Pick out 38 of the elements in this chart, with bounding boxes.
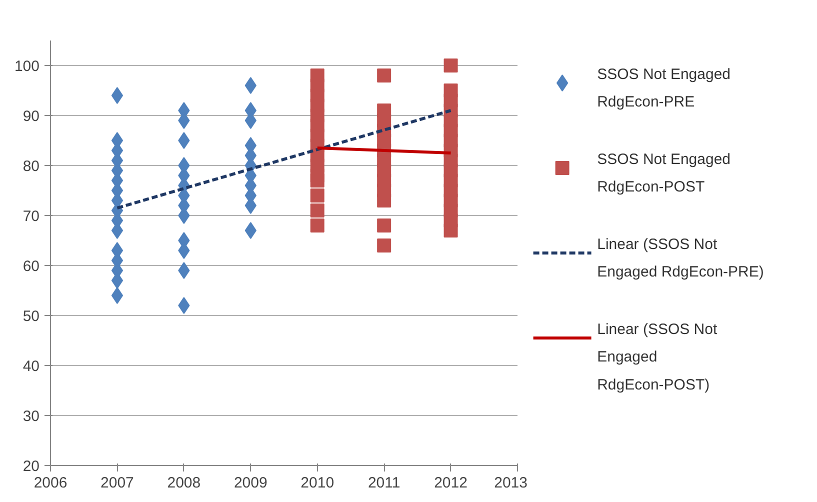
point <box>310 188 324 202</box>
point <box>310 174 324 188</box>
point <box>310 218 324 232</box>
point <box>377 238 392 252</box>
point <box>244 222 256 239</box>
point <box>377 194 392 208</box>
y-tick-label: 20 <box>22 458 40 475</box>
x-tick-label: 2007 <box>100 474 134 492</box>
point <box>111 87 124 104</box>
y-tick-label: 40 <box>22 358 40 375</box>
x-tick-label: 2012 <box>434 474 468 492</box>
point <box>178 262 190 279</box>
y-tick-label: 30 <box>22 408 40 425</box>
y-tick-label: 50 <box>22 308 40 325</box>
legend-label: SSOS Not Engaged RdgEcon-POST <box>597 151 731 196</box>
legend-label: SSOS Not Engaged RdgEcon-PRE <box>597 66 731 111</box>
x-tick-label: 2009 <box>234 474 268 492</box>
x-tick-label: 2006 <box>34 474 68 492</box>
x-tick-label: 2010 <box>300 474 334 492</box>
point <box>111 287 124 304</box>
point <box>244 77 256 94</box>
point <box>310 204 324 218</box>
point <box>377 68 392 82</box>
x-tick-label: 2008 <box>167 474 201 492</box>
y-tick-label: 90 <box>22 108 40 125</box>
y-tick-label: 60 <box>22 258 40 275</box>
point <box>178 297 190 314</box>
y-tick-label: 80 <box>22 158 40 175</box>
y-tick-label: 100 <box>14 58 40 75</box>
y-tick-label: 70 <box>22 208 40 225</box>
point <box>444 224 458 238</box>
legend-label: Linear (SSOS Not Engaged RdgEcon-PRE) <box>597 236 764 281</box>
point <box>377 218 392 232</box>
point <box>444 58 458 72</box>
x-tick-label: 2013 <box>494 474 528 492</box>
point <box>178 132 190 149</box>
x-tick-label: 2011 <box>368 474 400 492</box>
legend-label: Linear (SSOS Not Engaged RdgEcon-POST) <box>597 321 718 394</box>
